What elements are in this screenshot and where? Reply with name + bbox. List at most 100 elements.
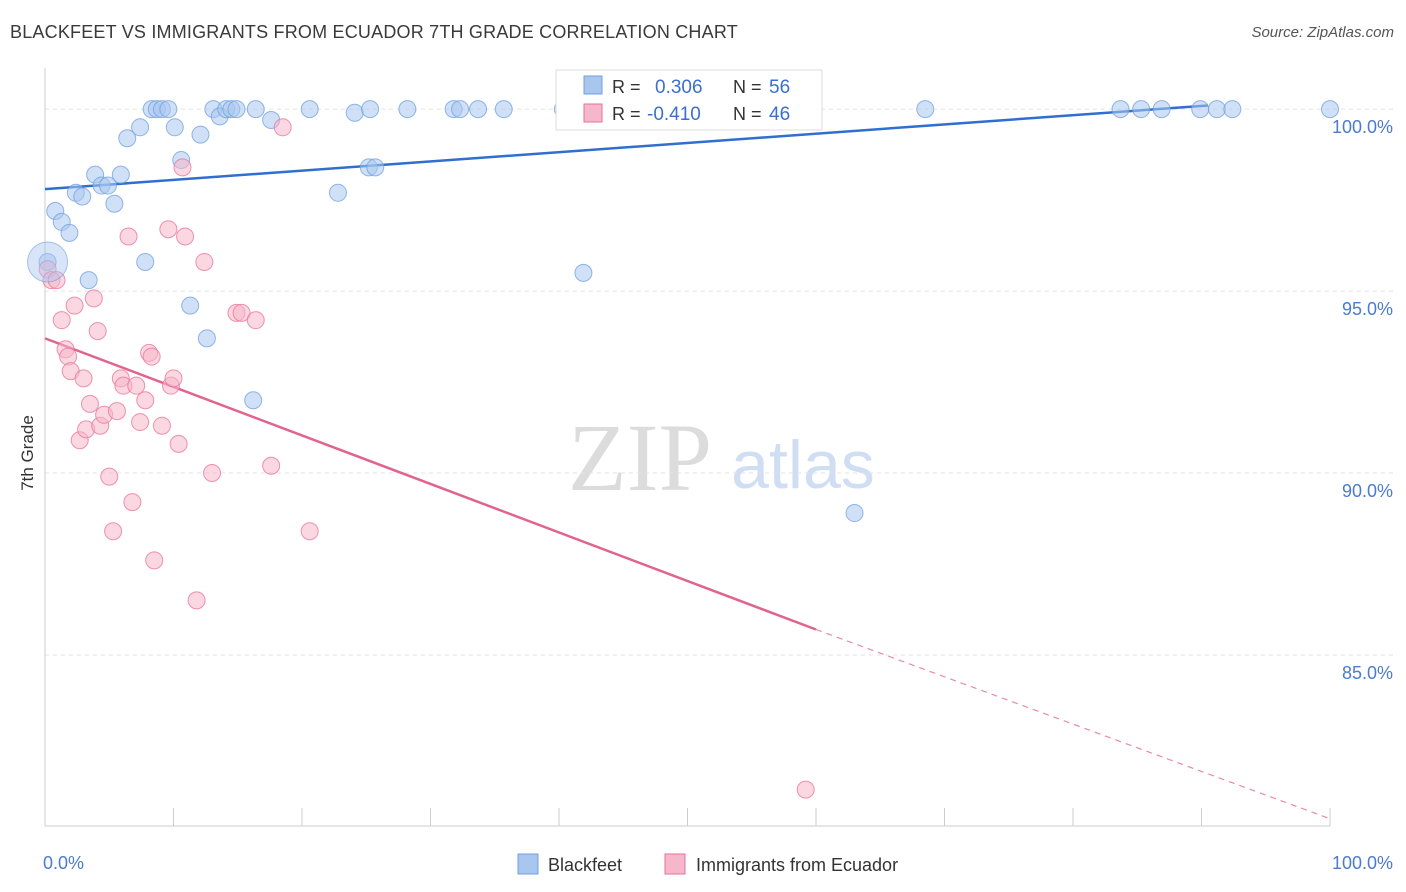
point-blackfeet (845, 504, 864, 523)
watermark-atlas: atlas (731, 427, 875, 503)
point-ecuador (246, 311, 265, 330)
stats-n-value-1: 56 (769, 77, 790, 98)
point-ecuador (195, 252, 214, 271)
point-ecuador (176, 227, 195, 246)
axes: 0.0% 100.0% (43, 68, 1393, 873)
point-blackfeet (181, 296, 200, 315)
point-blackfeet (574, 263, 593, 282)
point-blackfeet (345, 103, 364, 122)
point-ecuador (164, 369, 183, 388)
point-ecuador (127, 376, 146, 395)
stats-box: R = 0.306 N = 56 R = -0.410 N = 46 (555, 69, 823, 131)
point-blackfeet (191, 125, 210, 144)
point-blackfeet (1321, 100, 1339, 119)
point-ecuador (131, 413, 150, 432)
point-blackfeet (451, 100, 470, 119)
point-blackfeet (111, 165, 130, 184)
point-ecuador (100, 467, 119, 486)
point-blackfeet (469, 100, 488, 119)
point-ecuador (65, 296, 84, 315)
point-ecuador (273, 118, 292, 137)
watermark-zip: ZIP (568, 404, 712, 511)
point-ecuador (796, 780, 815, 799)
stats-r-value-1: 0.306 (655, 77, 703, 98)
y-tick-label: 95.0% (1342, 299, 1393, 319)
legend-swatch-ecuador (664, 853, 686, 875)
point-ecuador (262, 456, 281, 475)
point-ecuador (88, 322, 107, 341)
point-blackfeet (244, 391, 263, 410)
point-ecuador (152, 416, 171, 435)
point-blackfeet (916, 100, 935, 119)
source-credit: Source: ZipAtlas.com (1251, 24, 1394, 41)
point-ecuador (107, 402, 126, 421)
point-blackfeet (227, 100, 246, 119)
legend-label-blackfeet: Blackfeet (548, 855, 622, 875)
point-blackfeet (1191, 100, 1210, 119)
point-blackfeet (136, 252, 155, 271)
point-ecuador (136, 391, 155, 410)
y-tick-label: 100.0% (1332, 117, 1393, 137)
stats-r-value-2: -0.410 (647, 104, 701, 125)
stats-n-label-2: N = (733, 104, 762, 124)
point-blackfeet (361, 100, 380, 119)
point-blackfeet (98, 176, 117, 195)
point-ecuador (232, 303, 251, 322)
point-ecuador (300, 522, 319, 541)
point-ecuador (159, 220, 178, 239)
point-blackfeet (1152, 100, 1171, 119)
point-blackfeet (73, 187, 92, 206)
point-ecuador (52, 311, 71, 330)
y-tick-label: 90.0% (1342, 481, 1393, 501)
point-blackfeet (1132, 100, 1151, 119)
point-ecuador (123, 493, 142, 512)
point-blackfeet (1111, 100, 1130, 119)
point-ecuador (84, 289, 103, 308)
stats-r-label-2: R = (612, 104, 641, 124)
point-blackfeet-large (27, 241, 69, 283)
stats-n-value-2: 46 (769, 104, 790, 125)
point-ecuador (173, 158, 192, 177)
point-blackfeet (1207, 100, 1226, 119)
point-ecuador (104, 522, 123, 541)
point-ecuador (80, 394, 99, 413)
stats-n-label-1: N = (733, 77, 762, 97)
point-blackfeet (366, 158, 385, 177)
legend-label-ecuador: Immigrants from Ecuador (696, 855, 898, 875)
data-points (27, 100, 1339, 799)
point-blackfeet (398, 100, 417, 119)
trend-line-blackfeet (44, 104, 1209, 191)
point-ecuador (203, 464, 222, 483)
legend-swatch-blackfeet (517, 853, 539, 875)
trend-line-ecuador-extension (815, 628, 1331, 820)
point-blackfeet (79, 271, 98, 290)
stats-swatch-ecuador (583, 103, 603, 123)
point-ecuador (169, 434, 188, 453)
point-blackfeet (131, 118, 150, 137)
point-ecuador (142, 347, 161, 366)
legend: Blackfeet Immigrants from Ecuador (517, 853, 898, 875)
point-ecuador (74, 369, 93, 388)
point-blackfeet (118, 129, 137, 148)
point-ecuador (119, 227, 138, 246)
point-blackfeet (165, 118, 184, 137)
point-blackfeet (159, 100, 178, 119)
y-axis-label: 7th Grade (18, 415, 37, 491)
point-blackfeet (197, 329, 216, 348)
point-blackfeet (1223, 100, 1242, 119)
point-blackfeet (105, 194, 124, 213)
point-blackfeet (246, 100, 265, 119)
point-blackfeet (60, 223, 79, 242)
point-blackfeet (300, 100, 319, 119)
x-tick-label-min: 0.0% (43, 853, 84, 873)
point-ecuador (187, 591, 206, 610)
x-tick-label-max: 100.0% (1332, 853, 1393, 873)
point-blackfeet (494, 100, 513, 119)
stats-r-label-1: R = (612, 77, 641, 97)
chart-title: BLACKFEET VS IMMIGRANTS FROM ECUADOR 7TH… (10, 22, 738, 42)
y-tick-label: 85.0% (1342, 663, 1393, 683)
point-blackfeet (328, 183, 347, 202)
point-ecuador (145, 551, 164, 570)
stats-swatch-blackfeet (583, 75, 603, 95)
